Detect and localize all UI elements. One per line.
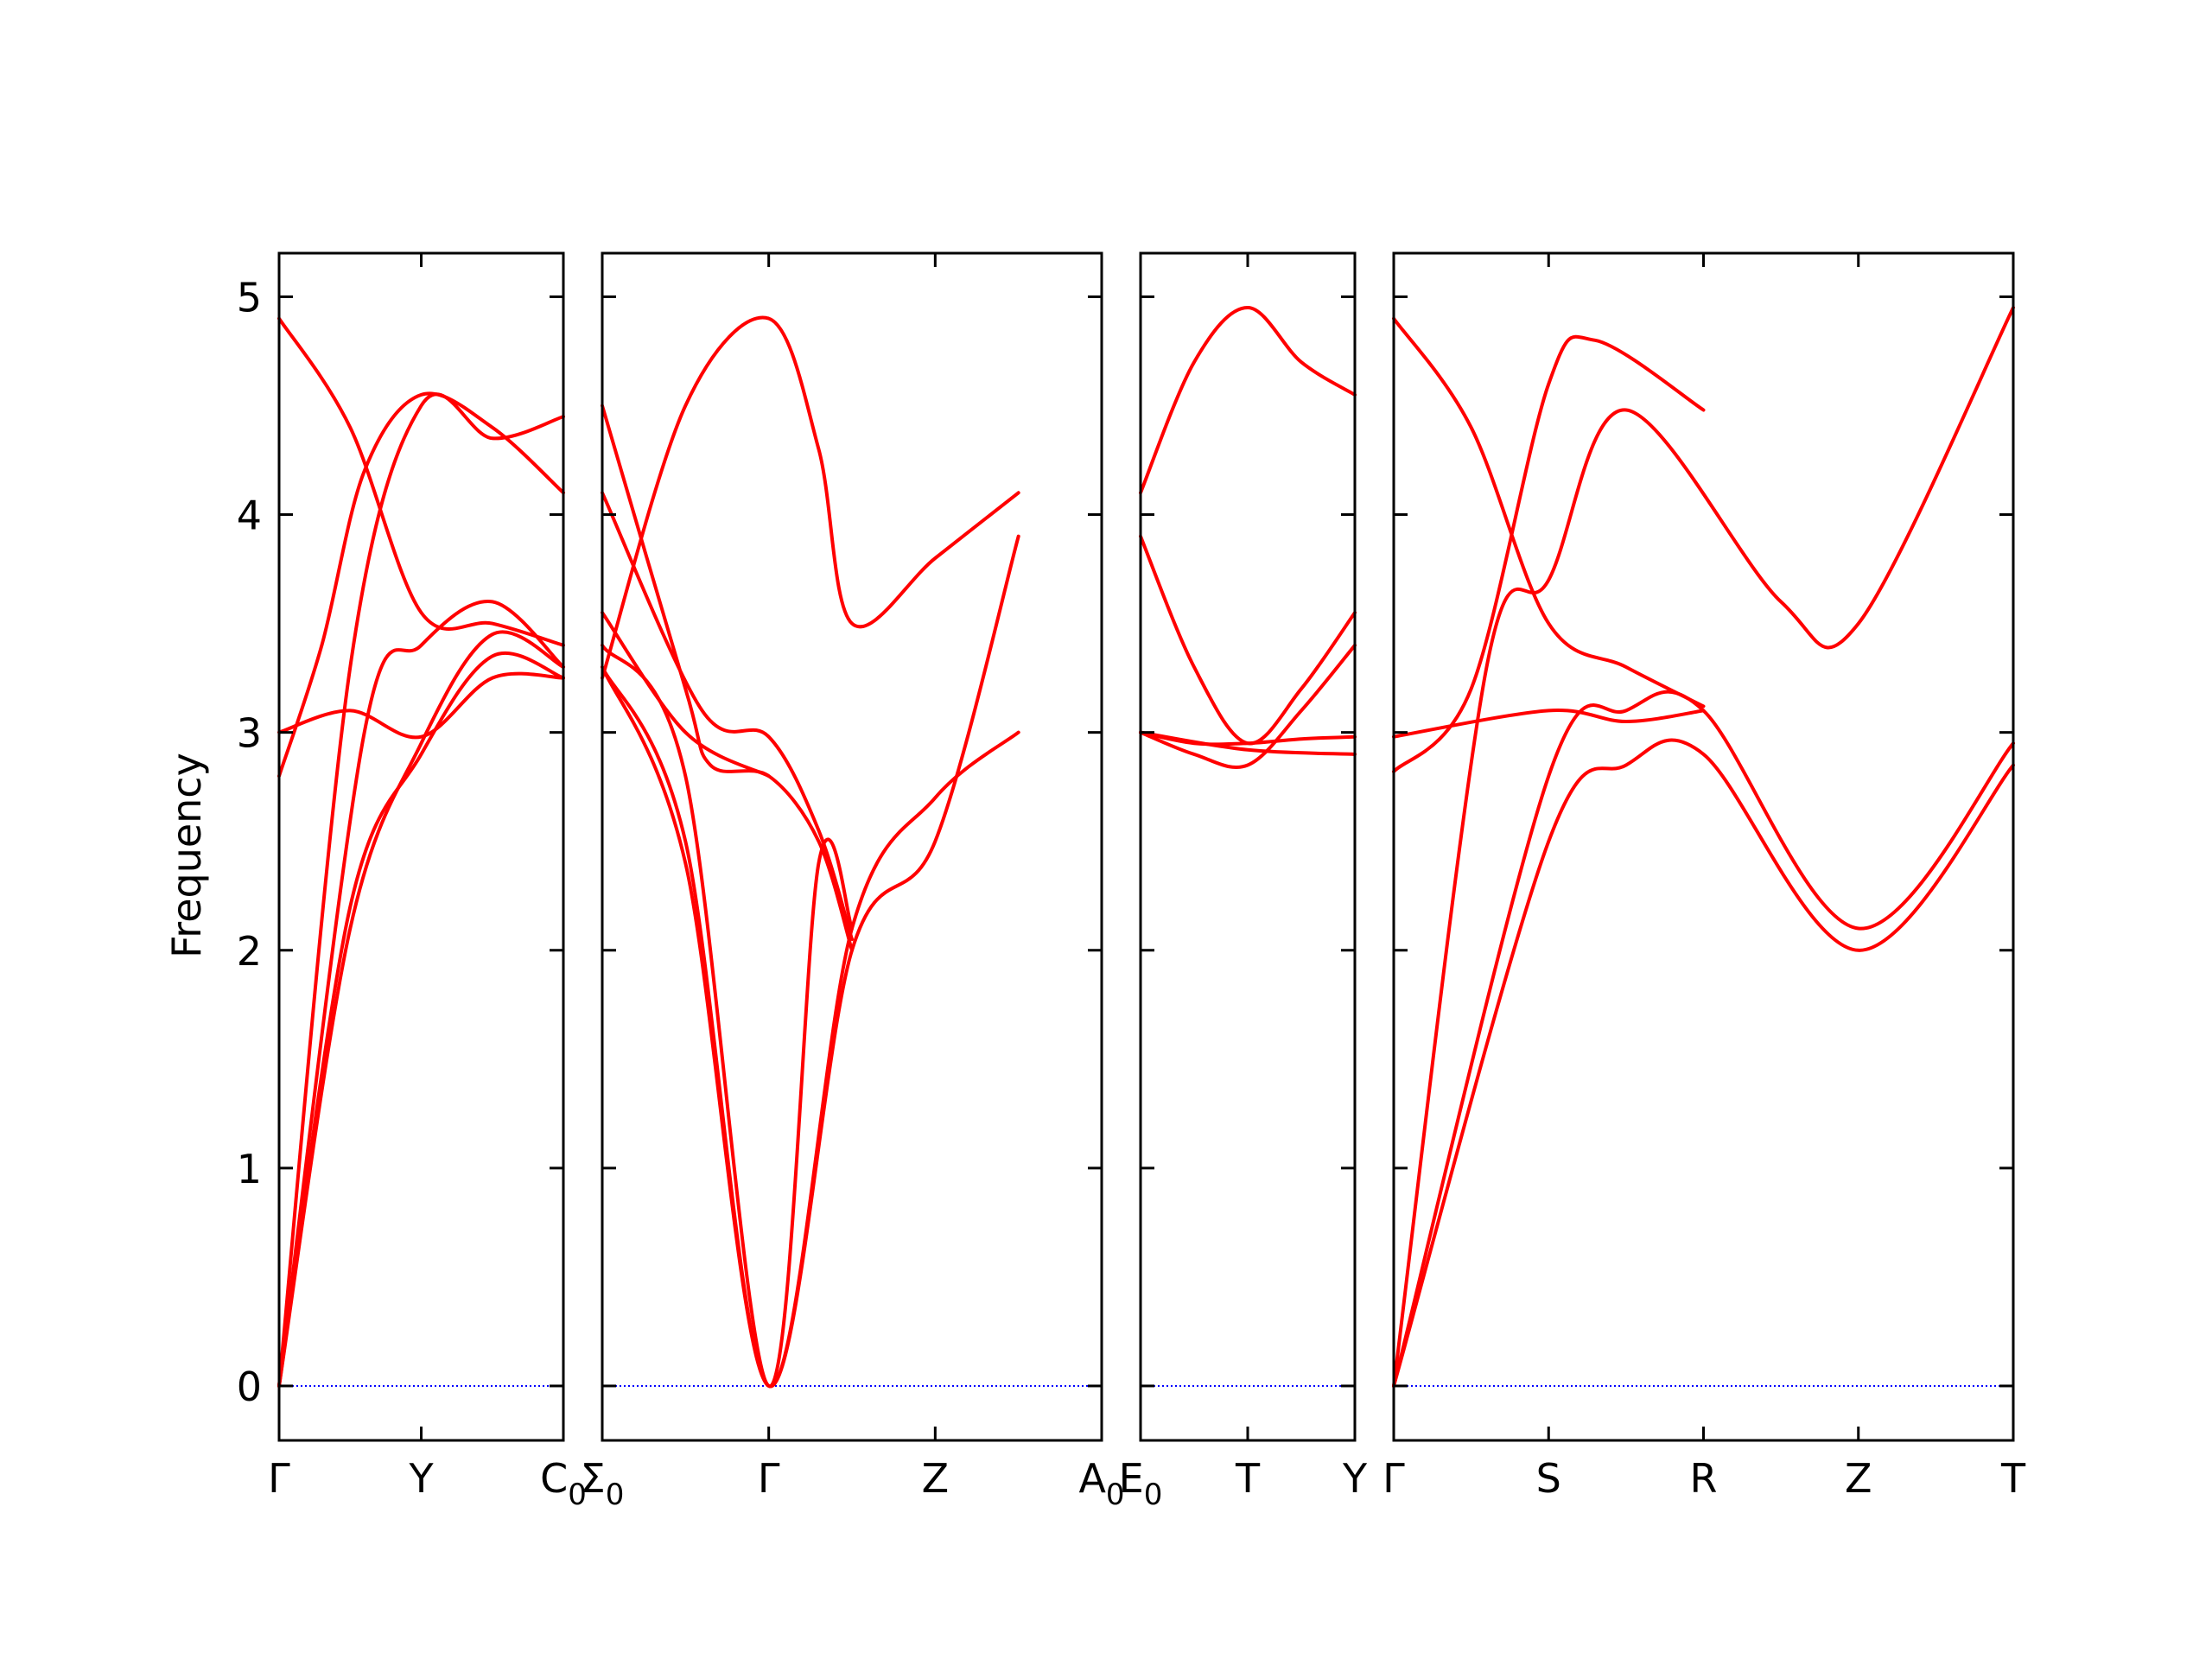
panel-1: Γ Y C0 [268, 251, 587, 1512]
band-line-2 [277, 651, 565, 1388]
band-line-4 [277, 391, 565, 779]
band-line-1 [1139, 306, 1357, 495]
x-tick-label: Z [922, 1455, 950, 1502]
band-line-4 [1392, 334, 1706, 773]
band-line-6 [1392, 316, 1706, 709]
band-line-3 [1392, 306, 2015, 1388]
band-line-3 [277, 630, 565, 1388]
y-tick-label: 1 [237, 1146, 262, 1192]
y-axis-label: Frequency [163, 753, 210, 958]
band-line-7 [601, 611, 771, 779]
band-line-5 [1139, 730, 1357, 756]
y-tick-label: 3 [237, 710, 262, 757]
band-line-2 [1392, 690, 2015, 1388]
band-line-5 [277, 671, 565, 740]
band-line-2 [601, 534, 1020, 1389]
x-tick-label: R [1690, 1455, 1718, 1502]
band-line-5 [1392, 709, 1706, 739]
x-tick-label: Γ [758, 1455, 780, 1502]
panel-2: Σ0 Γ Z A0 [581, 251, 1125, 1512]
x-tick-label: Y [1342, 1455, 1368, 1502]
x-tick-label: Γ [1382, 1455, 1405, 1502]
x-tick-label: Γ [268, 1455, 290, 1502]
y-tick-label: 5 [237, 274, 262, 321]
band-line-4 [601, 404, 854, 952]
panel-frame [1392, 251, 2015, 1442]
x-tick-label: Y [408, 1455, 434, 1502]
panel-frame [1139, 251, 1357, 1442]
x-tick-label: E0 [1119, 1455, 1163, 1512]
panel-frame [277, 251, 565, 1442]
band-line-1 [1392, 738, 2015, 1388]
panel-3: E0 T Y [1119, 251, 1368, 1512]
x-tick-label: S [1536, 1455, 1561, 1502]
x-tick-label: Σ0 [581, 1455, 625, 1512]
band-line-7 [277, 600, 565, 1388]
band-line-5 [601, 491, 854, 942]
y-tick-label: 2 [237, 928, 262, 975]
y-tick-label: 4 [237, 493, 262, 539]
band-line-3 [1139, 643, 1357, 770]
band-line-3 [601, 643, 854, 1389]
x-tick-label: A0 [1078, 1455, 1124, 1512]
band-line-2 [1139, 534, 1357, 746]
x-tick-label: Z [1845, 1455, 1872, 1502]
x-tick-label: T [2000, 1455, 2026, 1502]
band-line-6 [601, 315, 1020, 680]
band-line-1 [277, 392, 565, 1388]
band-line-6 [277, 316, 565, 647]
panel-frame [601, 251, 1103, 1442]
y-tick-label: 0 [237, 1363, 262, 1410]
x-tick-label: T [1235, 1455, 1261, 1502]
